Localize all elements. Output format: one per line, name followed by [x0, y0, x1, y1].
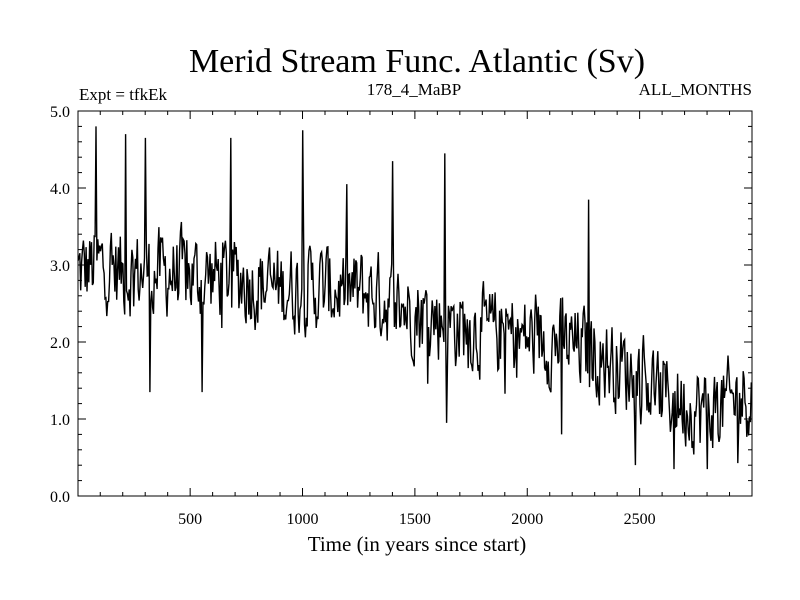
- x-tick-label: 2500: [624, 511, 656, 528]
- chart-title: Merid Stream Func. Atlantic (Sv): [189, 43, 645, 80]
- x-tick-label: 1500: [399, 511, 431, 528]
- x-tick-label: 500: [178, 511, 202, 528]
- x-tick-label: 2000: [511, 511, 543, 528]
- y-tick-label: 2.0: [50, 335, 70, 352]
- subtitle-months: ALL_MONTHS: [639, 80, 752, 99]
- x-tick-label: 1000: [287, 511, 319, 528]
- x-axis-label: Time (in years since start): [308, 532, 527, 556]
- subtitle-period: 178_4_MaBP: [367, 80, 461, 99]
- y-tick-label: 0.0: [50, 489, 70, 506]
- subtitle-experiment: Expt = tfkEk: [79, 85, 167, 104]
- plot-frame: [77, 110, 753, 497]
- x-axis: 500 1000 1500 2000 2500: [99, 111, 731, 528]
- y-tick-label: 4.0: [50, 181, 70, 198]
- y-tick-label: 5.0: [50, 104, 70, 121]
- series-line: [77, 126, 752, 470]
- y-axis: 0.0 1.0 2.0 3.0 4.0 5.0: [50, 104, 752, 506]
- y-tick-label: 3.0: [50, 258, 70, 275]
- plot-area: [77, 110, 753, 497]
- y-tick-label: 1.0: [50, 412, 70, 429]
